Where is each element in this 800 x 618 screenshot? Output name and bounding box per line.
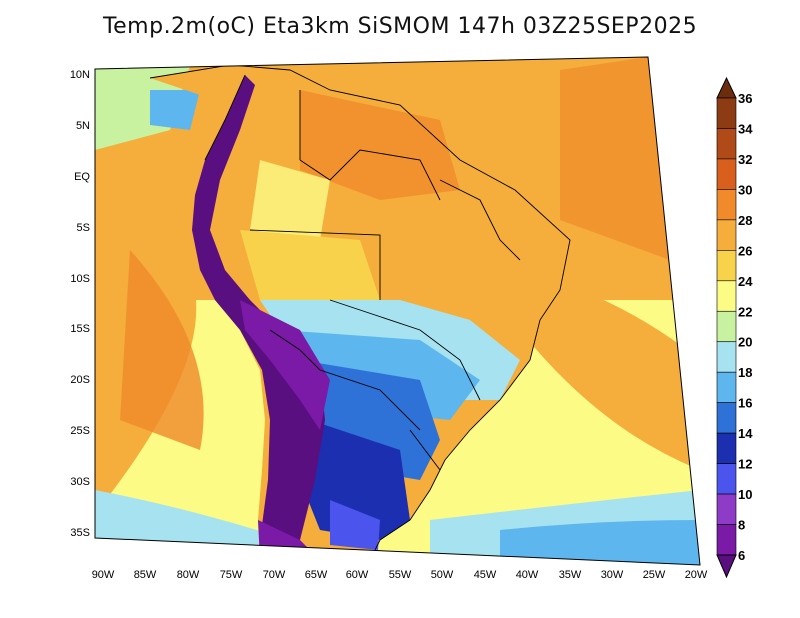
colorbar-swatch: [716, 463, 737, 495]
map-frame: [94, 56, 701, 566]
colorbar-label: 6: [738, 548, 745, 563]
colorbar-label: 18: [738, 365, 752, 380]
colorbar-label: 10: [738, 487, 752, 502]
lat-label: 5N: [76, 120, 90, 132]
colorbar-label: 26: [738, 243, 752, 258]
page-title: Temp.2m(oC) Eta3km SiSMOM 147h 03Z25SEP2…: [102, 14, 698, 39]
lat-label: 10N: [70, 69, 90, 81]
colorbar-label: 22: [738, 304, 752, 319]
lat-label: 35S: [70, 527, 90, 539]
colorbar-swatch: [716, 280, 737, 312]
colorbar-label: 36: [738, 91, 752, 106]
colorbar-swatch: [716, 371, 737, 403]
lon-label: 85W: [134, 569, 157, 581]
lon-label: 90W: [92, 569, 115, 581]
lat-label: EQ: [74, 171, 90, 183]
colorbar-swatch: [716, 310, 737, 343]
colorbar-swatch: [716, 97, 737, 129]
lon-label: 65W: [305, 569, 328, 581]
temperature-field: [95, 57, 700, 565]
colorbar-label: 14: [738, 426, 753, 441]
colorbar-label: 12: [738, 457, 752, 472]
lat-label: 5S: [77, 222, 90, 234]
lat-label: 20S: [70, 374, 90, 386]
lon-label: 80W: [177, 569, 200, 581]
lon-label: 70W: [263, 569, 286, 581]
lon-label: 30W: [601, 569, 624, 581]
colorbar-swatch: [716, 189, 737, 221]
lon-label: 25W: [643, 569, 666, 581]
colorbar-label: 24: [738, 274, 753, 289]
colorbar: 36 34 32 30 28 26 24 22 20 18 16 14 12 10 8 6: [716, 76, 753, 579]
lon-label: 20W: [685, 569, 708, 581]
colorbar-label: 28: [738, 213, 752, 228]
lon-label: 40W: [516, 569, 539, 581]
lat-label: 15S: [70, 323, 90, 335]
colorbar-label: 20: [738, 335, 752, 350]
colorbar-swatch: [716, 402, 737, 434]
colorbar-bottom-arrow: [716, 554, 737, 579]
colorbar-label: 8: [738, 518, 745, 533]
lon-label: 35W: [559, 569, 582, 581]
lon-label: 75W: [220, 569, 243, 581]
colorbar-swatch: [716, 432, 737, 464]
lat-label: 30S: [70, 476, 90, 488]
lat-label: 10S: [70, 273, 90, 285]
colorbar-swatch: [716, 128, 737, 160]
colorbar-swatch: [716, 250, 737, 282]
lon-label: 50W: [431, 569, 454, 581]
longitude-axis: 90W 85W 80W 75W 70W 65W 60W 55W 50W 45W …: [92, 569, 708, 581]
lon-label: 60W: [346, 569, 369, 581]
country-borders: [149, 64, 571, 561]
latitude-axis: 10N 5N EQ 5S 10S 15S 20S 25S 30S 35S: [70, 69, 91, 539]
lon-label: 55W: [389, 569, 412, 581]
colorbar-swatch: [716, 158, 737, 190]
colorbar-label: 30: [738, 182, 752, 197]
colorbar-swatch: [716, 341, 737, 373]
colorbar-label: 34: [738, 121, 753, 136]
lat-label: 25S: [70, 425, 90, 437]
colorbar-swatch: [716, 219, 737, 251]
colorbar-swatch: [716, 524, 737, 556]
lon-label: 45W: [474, 569, 497, 581]
colorbar-label: 32: [738, 152, 752, 167]
colorbar-top-arrow: [716, 76, 737, 99]
colorbar-swatch: [716, 493, 737, 525]
colorbar-label: 16: [738, 396, 752, 411]
